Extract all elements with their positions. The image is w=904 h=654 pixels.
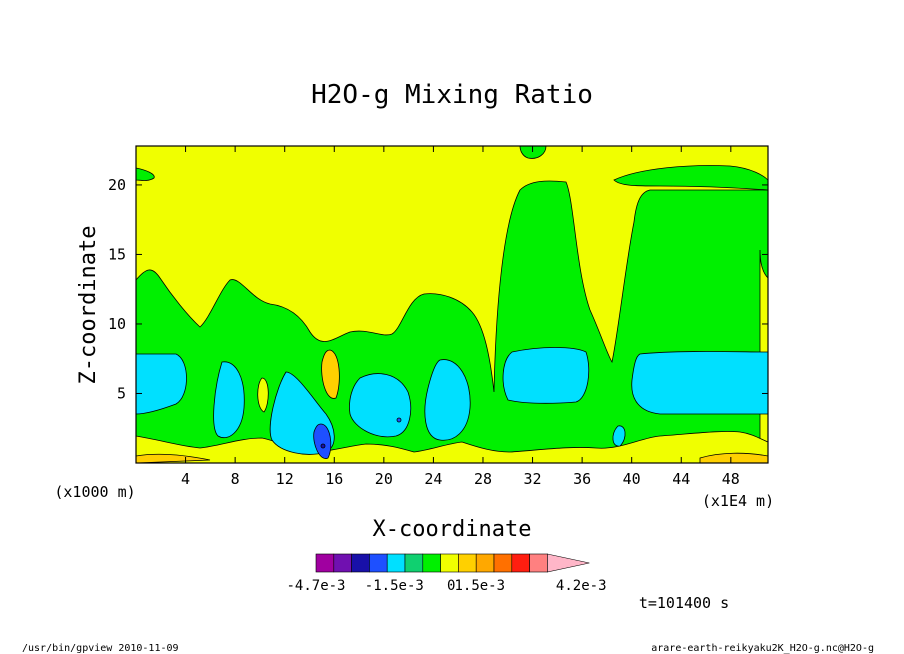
x-tick-label: 4 [181,470,190,488]
colorbar-label: -1.5e-3 [365,578,424,594]
colorbar-swatch [369,553,388,573]
contour-cyan-2 [213,361,245,438]
colorbar-swatch [422,553,441,573]
colorbar-swatch [475,553,495,573]
x-tick-label: 12 [276,470,294,488]
y-axis-title: Z-coordinate [76,226,101,385]
contour-blue-dot-2 [320,443,326,449]
contour-green-top [613,165,768,191]
colorbar-swatch [440,553,459,573]
footer-right: arare-earth-reikyaku2K_H2O-g.nc@H2O-g [651,643,874,654]
colorbar-swatch [333,553,352,573]
y-tick-label: 20 [108,176,126,194]
x-axis-ticks: 4 8 12 16 20 24 28 32 36 40 44 48 [181,146,740,488]
contour-orange-mid [321,349,340,399]
contour-cyan-8 [612,425,626,447]
contour-green-top-mid [519,146,547,159]
contour-yellow-bottom [136,431,768,463]
colorbar-label: 1.5e-3 [454,578,505,594]
colorbar-swatch [511,553,530,573]
contour-field [136,146,768,463]
x-tick-label: 16 [325,470,343,488]
contour-blue-dot [396,417,402,423]
x-tick-label: 32 [524,470,542,488]
x-tick-label: 44 [672,470,690,488]
y-tick-label: 10 [108,315,126,333]
x-tick-label: 28 [474,470,492,488]
contour-cyan-4 [349,373,412,438]
x-tick-label: 8 [231,470,240,488]
colorbar-swatch [493,553,513,573]
colorbar-arrow [547,553,590,573]
y-axis-ticks: 5 10 15 20 [108,176,768,402]
x-tick-label: 36 [573,470,591,488]
chart-title: H2O-g Mixing Ratio [311,80,593,110]
x-tick-label: 24 [424,470,442,488]
footer-left: /usr/bin/gpview 2010-11-09 [22,643,179,654]
colorbar-swatch [458,553,477,573]
contour-yellow-small-1 [257,377,269,413]
colorbar-swatch [315,553,335,573]
plot-frame [135,145,769,464]
colorbar-label: 4.2e-3 [556,578,607,594]
time-label: t=101400 s [639,594,729,612]
x-scale-label: (x1E4 m) [702,492,774,510]
x-unit-label: (x1000 m) [54,483,135,501]
colorbar-swatch [386,553,406,573]
colorbar-swatch [404,553,424,573]
contour-cyan-5 [424,359,471,441]
x-tick-label: 20 [375,470,393,488]
contour-orange-bottom [136,452,768,463]
colorbar [315,553,590,573]
colorbar-swatch [529,553,548,573]
colorbar-label: -4.7e-3 [286,578,345,594]
colorbar-label: 0 [447,578,455,594]
x-tick-label: 48 [722,470,740,488]
contour-cyan-6 [502,347,590,404]
x-tick-label: 40 [623,470,641,488]
y-tick-label: 5 [117,384,126,402]
colorbar-swatch [351,553,370,573]
contour-green-top-left [136,167,155,181]
colorbar-labels: -4.7e-3 -1.5e-3 01.5e-3 4.2e-3 [286,578,606,594]
x-axis-title: X-coordinate [373,517,532,542]
contour-blue-core [313,423,332,459]
contour-cyan-7 [631,351,768,415]
contour-cyan-1 [136,353,187,415]
y-tick-label: 15 [108,245,126,263]
